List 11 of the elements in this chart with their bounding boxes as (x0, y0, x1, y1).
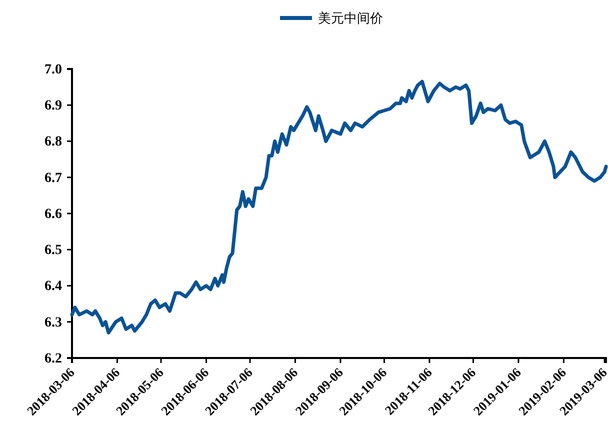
y-tick-label: 6.7 (44, 170, 62, 186)
line-series (70, 80, 608, 334)
legend-label: 美元中间价 (318, 10, 383, 26)
y-tick-label: 6.4 (44, 279, 62, 294)
y-tick-label: 6.9 (44, 98, 62, 114)
y-tick-label: 6.5 (44, 243, 62, 258)
y-tick-label: 7.0 (44, 62, 62, 78)
y-tick-label: 6.3 (44, 315, 62, 330)
y-tick-label: 6.6 (44, 206, 62, 222)
y-tick-label: 6.8 (44, 134, 62, 150)
y-tick-label: 6.2 (44, 351, 62, 366)
